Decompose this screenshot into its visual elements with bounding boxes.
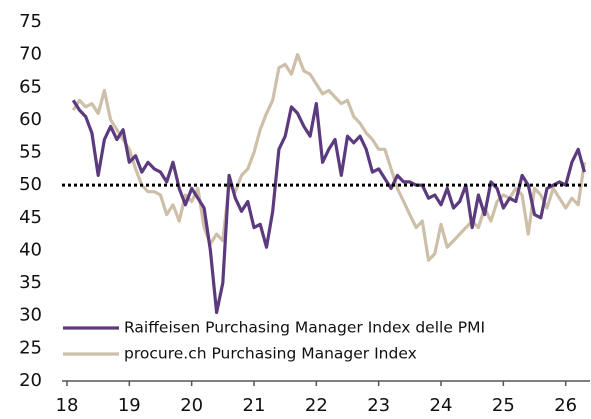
y-tick-label: 25: [19, 337, 42, 358]
y-tick-label: 60: [19, 109, 42, 130]
y-tick-label: 75: [19, 11, 42, 32]
x-tick-label: 26: [554, 395, 577, 416]
y-tick-label: 35: [19, 272, 42, 293]
legend-label: procure.ch Purchasing Manager Index: [124, 345, 417, 363]
y-tick-label: 40: [19, 239, 42, 260]
y-tick-label: 50: [19, 174, 42, 195]
x-tick-label: 24: [430, 395, 453, 416]
y-tick-label: 20: [19, 370, 42, 391]
legend-label: Raiffeisen Purchasing Manager Index dell…: [124, 319, 485, 337]
y-tick-label: 30: [19, 305, 42, 326]
x-tick-label: 18: [56, 395, 79, 416]
x-tick-label: 19: [118, 395, 141, 416]
x-tick-label: 23: [367, 395, 390, 416]
y-tick-label: 45: [19, 207, 42, 228]
x-tick-label: 20: [180, 395, 203, 416]
x-tick-label: 21: [243, 395, 266, 416]
series-line: [71, 53, 586, 262]
x-tick-label: 22: [305, 395, 328, 416]
series-line: [71, 99, 586, 315]
x-tick-label: 25: [492, 395, 515, 416]
y-tick-label: 55: [19, 142, 42, 163]
y-tick-label: 70: [19, 44, 42, 65]
y-tick-label: 65: [19, 76, 42, 97]
